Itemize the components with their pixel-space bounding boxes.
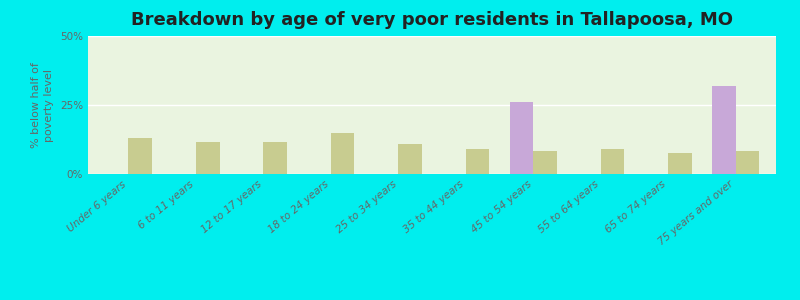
Bar <box>712 86 735 174</box>
Bar <box>466 149 490 174</box>
Bar <box>331 133 354 174</box>
Bar <box>398 144 422 174</box>
Bar <box>510 102 533 174</box>
Bar <box>601 149 624 174</box>
Bar <box>533 151 557 174</box>
Bar <box>263 142 287 174</box>
Title: Breakdown by age of very poor residents in Tallapoosa, MO: Breakdown by age of very poor residents … <box>131 11 733 29</box>
Bar <box>129 138 152 174</box>
Bar <box>196 142 219 174</box>
Y-axis label: % below half of
poverty level: % below half of poverty level <box>31 62 54 148</box>
Bar <box>735 151 759 174</box>
Bar <box>668 153 692 174</box>
